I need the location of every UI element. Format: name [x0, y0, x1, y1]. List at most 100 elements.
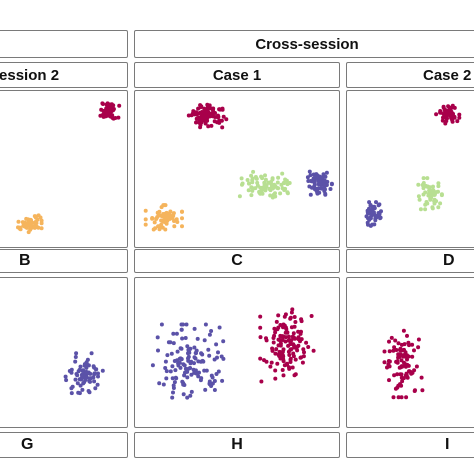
scatter-point-crimson [438, 109, 443, 113]
scatter-point-green [281, 180, 286, 185]
scatter-point-green [431, 188, 436, 193]
scatter-point-green [421, 192, 426, 197]
label-h-box: H [134, 432, 340, 458]
scatter-point-green [273, 184, 278, 189]
scatter-point-green [240, 181, 245, 186]
scatter-point-crimson [186, 113, 191, 118]
scatter-point-purple [63, 374, 68, 379]
scatter-i [382, 328, 425, 400]
scatter-point-purple [180, 379, 185, 384]
scatter-point-crimson [283, 312, 288, 317]
scatter-point-purple [82, 380, 87, 385]
scatter-point-crimson [117, 103, 122, 108]
scatter-point-orange [164, 221, 169, 226]
label-b-box: B [0, 249, 128, 273]
scatter-point-crimson [412, 348, 416, 353]
scatter-point-purple [188, 393, 193, 398]
scatter-point-purple [157, 381, 162, 386]
scatter-point-purple [75, 373, 80, 378]
scatter-point-purple [369, 213, 374, 218]
scatter-point-green [267, 180, 272, 185]
scatter-point-purple [322, 178, 327, 183]
scatter-point-orange [180, 216, 184, 221]
scatter-point-orange [171, 211, 176, 216]
scatter-point-orange [180, 224, 184, 229]
scatter-point-orange [39, 226, 44, 231]
scatter-point-crimson [400, 379, 405, 384]
scatter-point-purple [216, 369, 221, 374]
scatter-point-purple [206, 347, 211, 352]
scatter-point-orange [28, 219, 33, 224]
scatter-point-purple [371, 210, 376, 215]
header-case2: Case 2 [346, 62, 474, 88]
panel-h [134, 277, 340, 428]
scatter-point-orange [152, 220, 157, 225]
scatter-point-purple [192, 326, 197, 331]
scatter-point-purple [182, 363, 187, 368]
scatter-point-crimson [298, 331, 303, 336]
panel-i [346, 277, 474, 428]
scatter-point-crimson [398, 348, 403, 353]
scatter-point-purple [317, 186, 322, 191]
scatter-point-crimson [221, 114, 226, 119]
scatter-point-green [255, 180, 260, 185]
scatter-point-crimson [273, 330, 278, 335]
scatter-point-purple [171, 390, 175, 395]
scatter-point-purple [210, 381, 215, 386]
scatter-point-crimson [395, 372, 400, 377]
scatter-point-crimson [276, 313, 281, 318]
scatter-point-purple [217, 325, 222, 330]
scatter-point-purple [78, 383, 83, 388]
scatter-point-crimson [391, 348, 396, 353]
scatter-point-purple [155, 335, 160, 340]
scatter-point-purple [79, 377, 84, 382]
scatter-point-crimson [399, 395, 404, 400]
scatter-point-purple [189, 389, 194, 394]
scatter-point-purple [204, 368, 209, 373]
scatter-point-crimson [272, 333, 277, 338]
scatter-point-green [428, 197, 433, 202]
scatter-point-green [287, 181, 292, 185]
scatter-point-orange [21, 223, 26, 228]
scatter-point-purple [373, 213, 378, 218]
scatter-point-orange [163, 203, 168, 208]
scatter-point-purple [196, 374, 201, 379]
scatter-point-purple [203, 322, 208, 327]
scatter-point-green [268, 193, 273, 198]
scatter-point-crimson [258, 356, 263, 361]
scatter-point-purple [73, 355, 78, 359]
scatter-point-crimson [394, 348, 399, 352]
scatter-point-crimson [450, 118, 455, 122]
header-session2-label: Session 2 [0, 66, 60, 84]
label-b: B [19, 252, 31, 269]
panel-top-left [0, 90, 128, 248]
scatter-point-crimson [209, 123, 214, 128]
header-case2-label: Case 2 [423, 66, 472, 84]
scatter-point-crimson [108, 111, 113, 116]
scatter-point-purple [88, 371, 93, 376]
scatter-point-crimson [445, 109, 450, 114]
scatter-point-crimson [272, 326, 277, 331]
label-c-box: C [134, 249, 340, 273]
scatter-point-crimson [211, 106, 216, 111]
scatter-h [150, 307, 316, 400]
scatter-point-crimson [405, 357, 409, 362]
scatter-point-purple [314, 174, 319, 179]
scatter-point-green [436, 184, 441, 189]
scatter-point-crimson [282, 323, 287, 328]
scatter-point-crimson [396, 353, 401, 358]
scatter-point-crimson [271, 340, 276, 345]
scatter-point-crimson [306, 345, 311, 349]
scatter-point-crimson [289, 338, 294, 343]
scatter-point-crimson [399, 383, 404, 388]
scatter-point-purple [163, 359, 168, 364]
scatter-point-purple [378, 216, 383, 221]
scatter-point-crimson [287, 353, 292, 357]
scatter-point-crimson [452, 114, 457, 119]
scatter-point-purple [166, 340, 171, 345]
scatter-point-purple [80, 387, 85, 392]
scatter-point-crimson [393, 338, 398, 343]
scatter-point-green [424, 200, 429, 204]
scatter-point-purple [100, 368, 105, 373]
scatter-point-crimson [391, 395, 396, 400]
